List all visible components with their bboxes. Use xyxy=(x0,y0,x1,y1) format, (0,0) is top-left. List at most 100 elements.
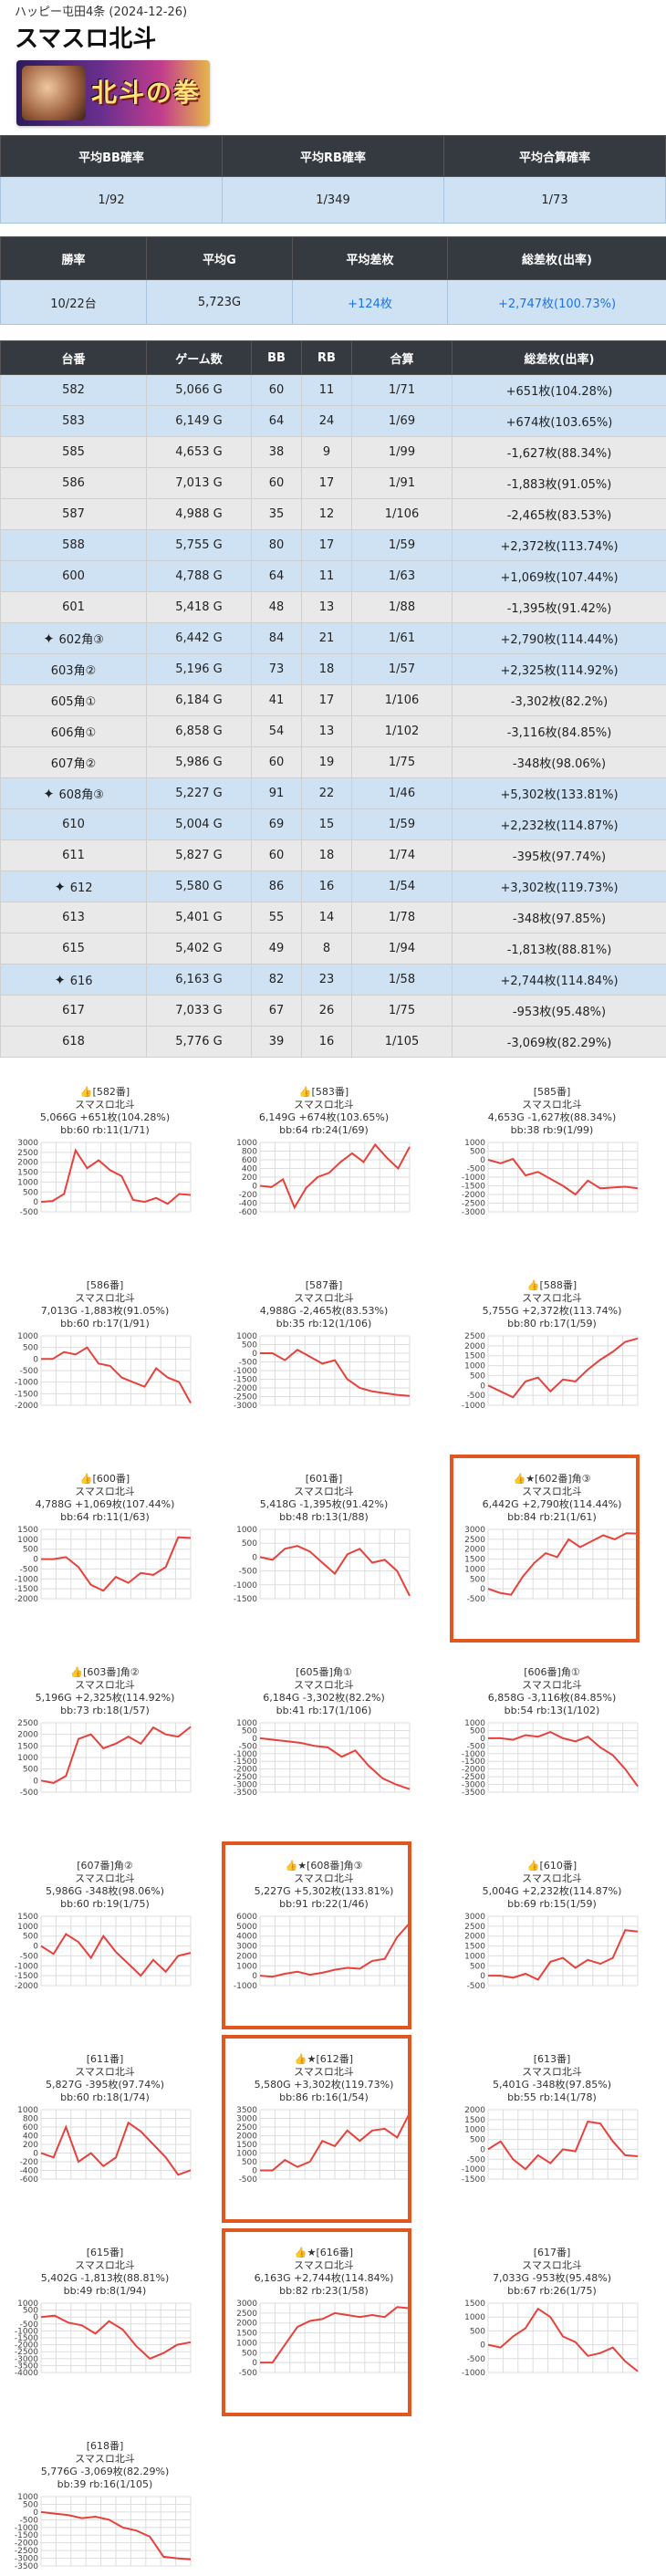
y-tick-label: -2000 xyxy=(15,1402,38,1409)
machine-chart-card[interactable]: [605番]角① スマスロ北斗 6,184G -3,302枚(82.2%) bb:41… xyxy=(233,1666,415,1796)
machine-no-cell[interactable]: 618 xyxy=(0,1026,147,1058)
machine-no-cell[interactable]: 587 xyxy=(0,498,147,530)
machine-no-cell[interactable]: 585 xyxy=(0,436,147,468)
machine-chart-card[interactable]: 👍[600番] スマスロ北斗 4,788G +1,069枚(107.44%) bb:6… xyxy=(14,1473,196,1602)
machine-chart-card[interactable]: 👍★[616番] スマスロ北斗 6,163G +2,744枚(114.84%) bb:… xyxy=(233,2247,415,2376)
machine-no-cell[interactable]: 583 xyxy=(0,405,147,437)
y-tick-label: 600 xyxy=(23,2123,38,2133)
y-tick-label: 0 xyxy=(33,1777,38,1786)
bb-cell-text: 39 xyxy=(268,1035,285,1048)
y-tick-label: -500 xyxy=(20,2516,39,2525)
chart-title: [611番] xyxy=(86,2053,124,2065)
machine-chart-card[interactable]: [586番] スマスロ北斗 7,013G -1,883枚(91.05%) bb:60 … xyxy=(14,1279,196,1409)
y-tick-label: -3500 xyxy=(462,1789,485,1796)
machine-no-cell[interactable]: 606角① xyxy=(0,715,147,747)
table-row: 588 5,755 G 80 17 1/59 +2,372枚(113.74%) xyxy=(0,529,666,561)
bb-cell-text: 60 xyxy=(268,476,285,490)
machine-chart-card[interactable]: [587番] スマスロ北斗 4,988G -2,465枚(83.53%) bb:35 … xyxy=(233,1279,415,1409)
bb-cell-text: 86 xyxy=(268,880,285,893)
y-tick-label: -2500 xyxy=(234,1393,257,1403)
y-tick-label: -1000 xyxy=(15,1379,38,1388)
machine-chart-card[interactable]: 👍★[602番]角③ スマスロ北斗 6,442G +2,790枚(114.44%) b… xyxy=(461,1473,643,1602)
machine-no-cell[interactable]: 611 xyxy=(0,840,147,871)
machine-no-cell[interactable]: 605角① xyxy=(0,684,147,716)
rb-cell-text: 15 xyxy=(318,818,335,831)
y-tick-label: 0 xyxy=(480,1382,485,1391)
machine-chart-card[interactable]: [617番] スマスロ北斗 7,033G -953枚(95.48%) bb:67 rb… xyxy=(461,2247,643,2376)
machine-no-cell-text: 585 xyxy=(62,445,85,459)
y-tick-label: 1000 xyxy=(17,1536,38,1545)
y-tick-label: 1000 xyxy=(17,1332,38,1341)
table-row: 583 6,149 G 64 24 1/69 +674枚(103.65%) xyxy=(0,405,666,437)
games-cell: 5,418 G xyxy=(146,591,252,623)
y-tick-label: 500 xyxy=(470,1726,485,1736)
machine-chart-card[interactable]: 👍[588番] スマスロ北斗 5,755G +2,372枚(113.74%) bb:8… xyxy=(461,1279,643,1409)
machine-no-cell[interactable]: 582 xyxy=(0,374,147,406)
machine-chart-card[interactable]: [618番] スマスロ北斗 5,776G -3,069枚(82.29%) bb:39 … xyxy=(14,2440,196,2570)
machine-no-cell[interactable]: 586 xyxy=(0,467,147,499)
total-rate-cell-text: 1/61 xyxy=(388,631,416,645)
chart-title: ★[608番]角③ xyxy=(297,1860,363,1872)
games-cell: 5,580 G xyxy=(146,871,252,902)
y-tick-label: 1500 xyxy=(464,1352,485,1361)
win-rate-value: 10/22台 xyxy=(0,279,147,325)
chart-line1: 4,653G -1,627枚(88.34%) xyxy=(487,1111,617,1123)
table-row: ✦ 612 5,580 G 86 16 1/54 +3,302枚(119.73%) xyxy=(0,871,666,902)
games-cell: 5,402 G xyxy=(146,933,252,965)
header-avg-rb: 平均RB確率 xyxy=(222,135,444,177)
machine-no-cell[interactable]: ✦ 616 xyxy=(0,964,147,996)
machine-chart-card[interactable]: 👍[603番]角② スマスロ北斗 5,196G +2,325枚(114.92%) bb… xyxy=(14,1666,196,1796)
y-tick-label: 2000 xyxy=(236,2320,257,2329)
rb-cell: 14 xyxy=(301,902,352,933)
machine-no-cell[interactable]: ✦ 602角③ xyxy=(0,622,147,654)
total-diff-cell-text: -3,069枚(82.29%) xyxy=(506,1037,612,1050)
machine-no-cell[interactable]: ✦ 608角③ xyxy=(0,777,147,809)
machine-no-cell[interactable]: 603角② xyxy=(0,653,147,685)
y-tick-label: 2500 xyxy=(17,1149,38,1158)
machine-no-cell-text: 583 xyxy=(62,414,85,428)
avg-rb-value: 1/349 xyxy=(222,176,444,224)
chart-line2: bb:80 rb:17(1/59) xyxy=(507,1318,597,1330)
highlight-frame xyxy=(222,2228,411,2416)
header-avg-diff: 平均差枚 xyxy=(292,236,448,280)
machine-no-cell[interactable]: 610 xyxy=(0,808,147,840)
machine-chart-card[interactable]: 👍[583番] スマスロ北斗 6,149G +674枚(103.65%) bb:64 … xyxy=(233,1086,415,1215)
machine-no-cell[interactable]: 613 xyxy=(0,902,147,933)
machine-no-cell[interactable]: 607角② xyxy=(0,746,147,778)
machine-chart-card[interactable]: [611番] スマスロ北斗 5,827G -395枚(97.74%) bb:60 rb… xyxy=(14,2053,196,2183)
machine-chart-card[interactable]: 👍[582番] スマスロ北斗 5,066G +651枚(104.28%) bb:60 … xyxy=(14,1086,196,1215)
machine-chart-card[interactable]: [601番] スマスロ北斗 5,418G -1,395枚(91.42%) bb:48 … xyxy=(233,1473,415,1602)
y-tick-label: 2000 xyxy=(17,1731,38,1740)
bb-cell: 49 xyxy=(251,933,302,965)
machine-no-cell[interactable]: 615 xyxy=(0,933,147,965)
machine-chart-card[interactable]: [585番] スマスロ北斗 4,653G -1,627枚(88.34%) bb:38 … xyxy=(461,1086,643,1215)
machine-chart-card[interactable]: [613番] スマスロ北斗 5,401G -348枚(97.85%) bb:55 rb… xyxy=(461,2053,643,2183)
machine-no-cell[interactable]: 601 xyxy=(0,591,147,623)
machine-chart-card[interactable]: 👍★[608番]角③ スマスロ北斗 5,227G +5,302枚(133.81%) b… xyxy=(233,1860,415,1989)
chart-title: [583番] xyxy=(311,1086,349,1098)
machine-no-cell[interactable]: 617 xyxy=(0,995,147,1027)
machine-chart-card[interactable]: 👍[610番] スマスロ北斗 5,004G +2,232枚(114.87%) bb:6… xyxy=(461,1860,643,1989)
y-tick-label: 0 xyxy=(33,1943,38,1952)
y-tick-label: 1000 xyxy=(17,2300,38,2309)
machine-chart-card[interactable]: [607番]角② スマスロ北斗 5,986G -348枚(98.06%) bb:60 … xyxy=(14,1860,196,1989)
machine-chart-card[interactable]: [615番] スマスロ北斗 5,402G -1,813枚(88.81%) bb:49 … xyxy=(14,2247,196,2376)
chart-line2: bb:91 rb:22(1/46) xyxy=(279,1898,369,1910)
y-tick-label: -600 xyxy=(239,1208,258,1215)
machine-no-cell[interactable]: 600 xyxy=(0,560,147,592)
y-tick-label: 2000 xyxy=(236,2133,257,2142)
y-tick-label: -1500 xyxy=(234,1757,257,1767)
total-diff-cell-text: -348枚(97.85%) xyxy=(512,913,607,926)
y-tick-label: 0 xyxy=(252,2167,257,2176)
machine-no-cell[interactable]: 588 xyxy=(0,529,147,561)
machine-no-cell[interactable]: ✦ 612 xyxy=(0,871,147,902)
y-tick-label: -1500 xyxy=(462,1757,485,1767)
rb-cell-text: 23 xyxy=(318,973,335,986)
rb-cell-text: 17 xyxy=(318,538,335,552)
machine-chart-card[interactable]: [606番]角① スマスロ北斗 6,858G -3,116枚(84.85%) bb:5… xyxy=(461,1666,643,1796)
machine-no-cell-text: 613 xyxy=(62,911,85,924)
y-tick-label: -3500 xyxy=(15,2562,38,2570)
machine-chart-card[interactable]: 👍★[612番] スマスロ北斗 5,580G +3,302枚(119.73%) bb:… xyxy=(233,2053,415,2183)
